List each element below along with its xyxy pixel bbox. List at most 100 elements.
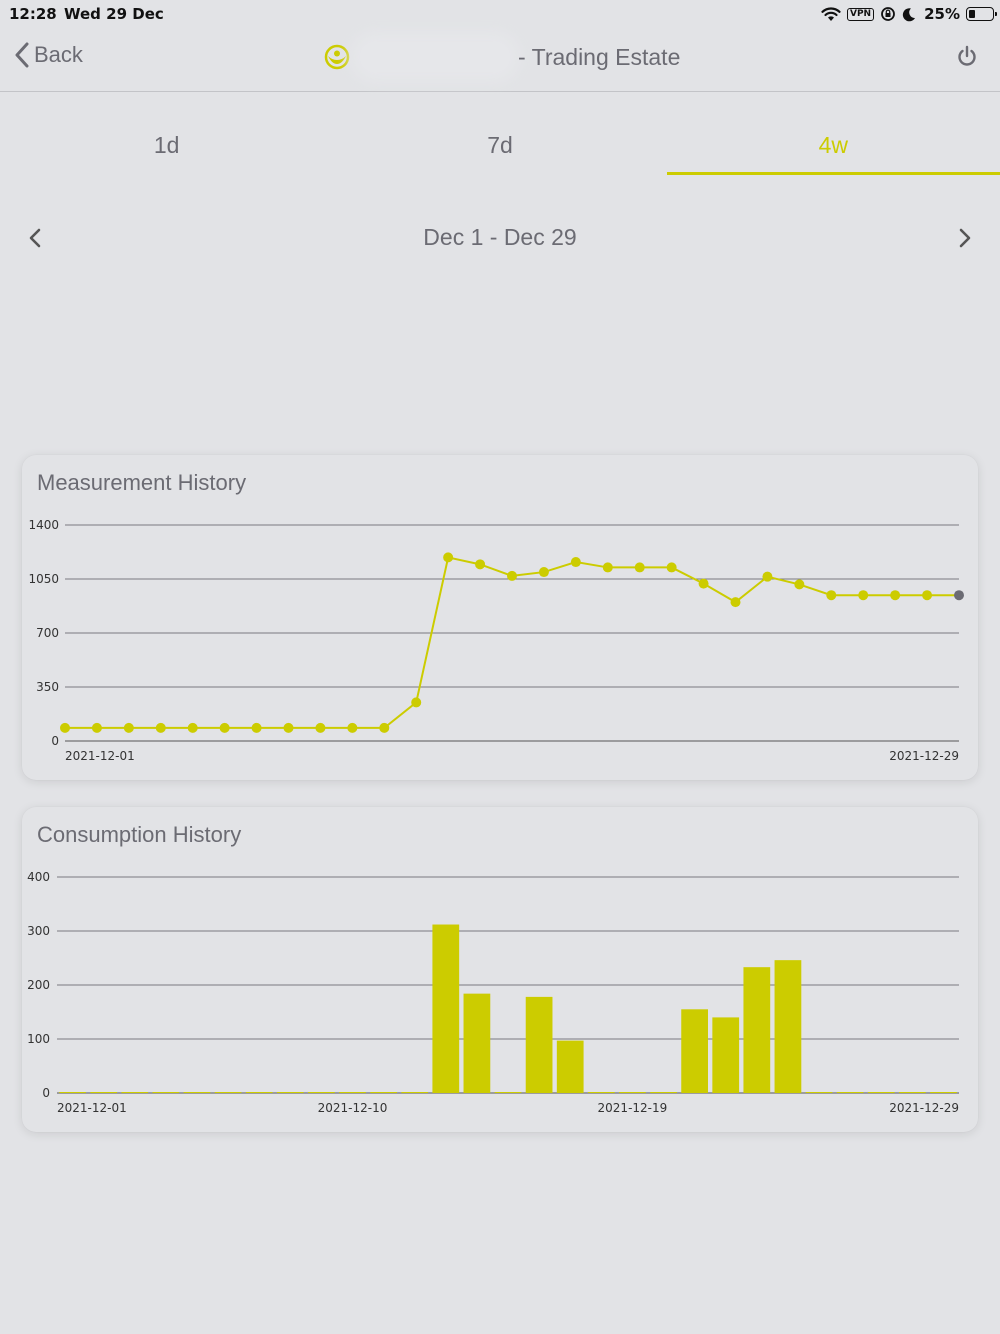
chevron-left-icon	[29, 228, 41, 248]
data-point	[538, 567, 549, 578]
bar	[867, 1092, 895, 1093]
data-point	[91, 722, 102, 733]
redacted-site-name	[360, 42, 510, 72]
data-point	[123, 722, 134, 733]
bar	[805, 1092, 833, 1093]
data-point	[315, 722, 326, 733]
data-point	[794, 579, 805, 590]
back-button[interactable]: Back	[14, 42, 83, 68]
selected-data-point	[954, 590, 964, 601]
battery-percent: 25%	[924, 5, 960, 23]
data-point	[219, 722, 230, 733]
status-indicators: VPN 25%	[821, 4, 997, 24]
battery-icon	[966, 7, 997, 21]
bar	[214, 1092, 242, 1093]
tab-4w[interactable]: 4w	[666, 92, 1000, 175]
bar	[650, 1092, 677, 1093]
battery-level	[969, 10, 975, 18]
vpn-icon: VPN	[847, 7, 875, 21]
x-tick-label: 2021-12-01	[57, 1101, 127, 1115]
tab-1d[interactable]: 1d	[153, 132, 180, 158]
data-point	[379, 722, 390, 733]
bar	[432, 924, 460, 1093]
bar	[276, 1092, 304, 1093]
x-tick-label: 2021-12-01	[65, 749, 135, 763]
data-point	[60, 722, 70, 733]
measurement-line-chart: 0 350 700 1050 1400 2021-12-01 2021-12-29	[28, 518, 964, 763]
moon-icon	[902, 7, 916, 21]
x-tick-label: 2021-12-19	[598, 1101, 668, 1115]
y-tick-label: 400	[27, 870, 50, 884]
consumption-history-card: Consumption History 0 100 200 300 400 2021-12…	[22, 807, 978, 1132]
date-range-selector: Dec 1 - Dec 29	[0, 218, 1000, 258]
bar	[712, 1017, 740, 1093]
bar	[59, 1092, 86, 1093]
bar	[152, 1092, 180, 1093]
data-point	[666, 562, 677, 573]
data-point	[602, 562, 613, 573]
bar	[525, 996, 553, 1093]
data-point	[411, 697, 422, 708]
bar	[121, 1092, 149, 1093]
y-tick-label: 1400	[28, 518, 59, 532]
data-point	[826, 590, 837, 601]
bar	[930, 1092, 957, 1093]
bar	[836, 1092, 864, 1093]
y-tick-label: 1050	[28, 572, 59, 586]
power-button[interactable]	[956, 45, 978, 74]
data-point	[698, 578, 709, 589]
data-point	[634, 562, 645, 573]
bar	[339, 1092, 366, 1093]
card-title: Measurement History	[37, 470, 247, 495]
back-label: Back	[34, 42, 83, 67]
power-icon	[958, 45, 976, 66]
period-tabs: 1d 7d 4w	[0, 92, 1000, 175]
y-tick-label: 200	[27, 978, 50, 992]
x-tick-label: 2021-12-29	[889, 1101, 959, 1115]
bar	[308, 1092, 335, 1093]
status-date: Wed 29 Dec	[64, 5, 164, 23]
bar	[619, 1092, 646, 1093]
bar	[245, 1092, 273, 1093]
data-point	[283, 722, 294, 733]
date-range-label: Dec 1 - Dec 29	[423, 224, 577, 250]
y-tick-label: 0	[51, 734, 59, 748]
bar	[774, 960, 802, 1093]
bar	[90, 1092, 118, 1093]
status-bar: 12:28 Wed 29 Dec VPN 25%	[0, 0, 1000, 28]
x-tick-label: 2021-12-10	[318, 1101, 388, 1115]
data-point	[347, 722, 358, 733]
bar	[898, 1092, 926, 1093]
status-time: 12:28	[9, 5, 57, 23]
data-point	[187, 722, 198, 733]
y-tick-label: 350	[36, 680, 59, 694]
bar	[401, 1092, 429, 1093]
previous-period-button[interactable]	[28, 226, 42, 255]
bar	[556, 1040, 584, 1093]
y-tick-label: 0	[42, 1086, 50, 1100]
site-logo-icon	[324, 44, 350, 70]
y-tick-label: 300	[27, 924, 50, 938]
next-period-button[interactable]	[958, 226, 972, 255]
bar	[183, 1092, 211, 1093]
chevron-left-icon	[15, 42, 29, 68]
measurement-history-card: Measurement History 0 350 700 1050 1400 2021-…	[22, 455, 978, 780]
data-point	[890, 590, 901, 601]
title-suffix: - Trading Estate	[518, 43, 681, 70]
chevron-right-icon	[959, 228, 971, 248]
orientation-lock-icon	[881, 7, 895, 21]
data-point	[858, 590, 869, 601]
bar	[681, 1009, 708, 1093]
bar	[587, 1092, 615, 1093]
card-title: Consumption History	[37, 822, 242, 847]
bar	[463, 993, 491, 1093]
data-point	[443, 552, 454, 563]
data-point	[762, 571, 773, 582]
y-tick-label: 100	[27, 1032, 50, 1046]
data-point	[475, 559, 486, 570]
tab-7d[interactable]: 7d	[487, 132, 513, 158]
wifi-icon	[821, 6, 841, 21]
data-point	[922, 590, 933, 601]
page-title: - Trading Estate	[322, 42, 680, 72]
data-point	[507, 570, 517, 581]
